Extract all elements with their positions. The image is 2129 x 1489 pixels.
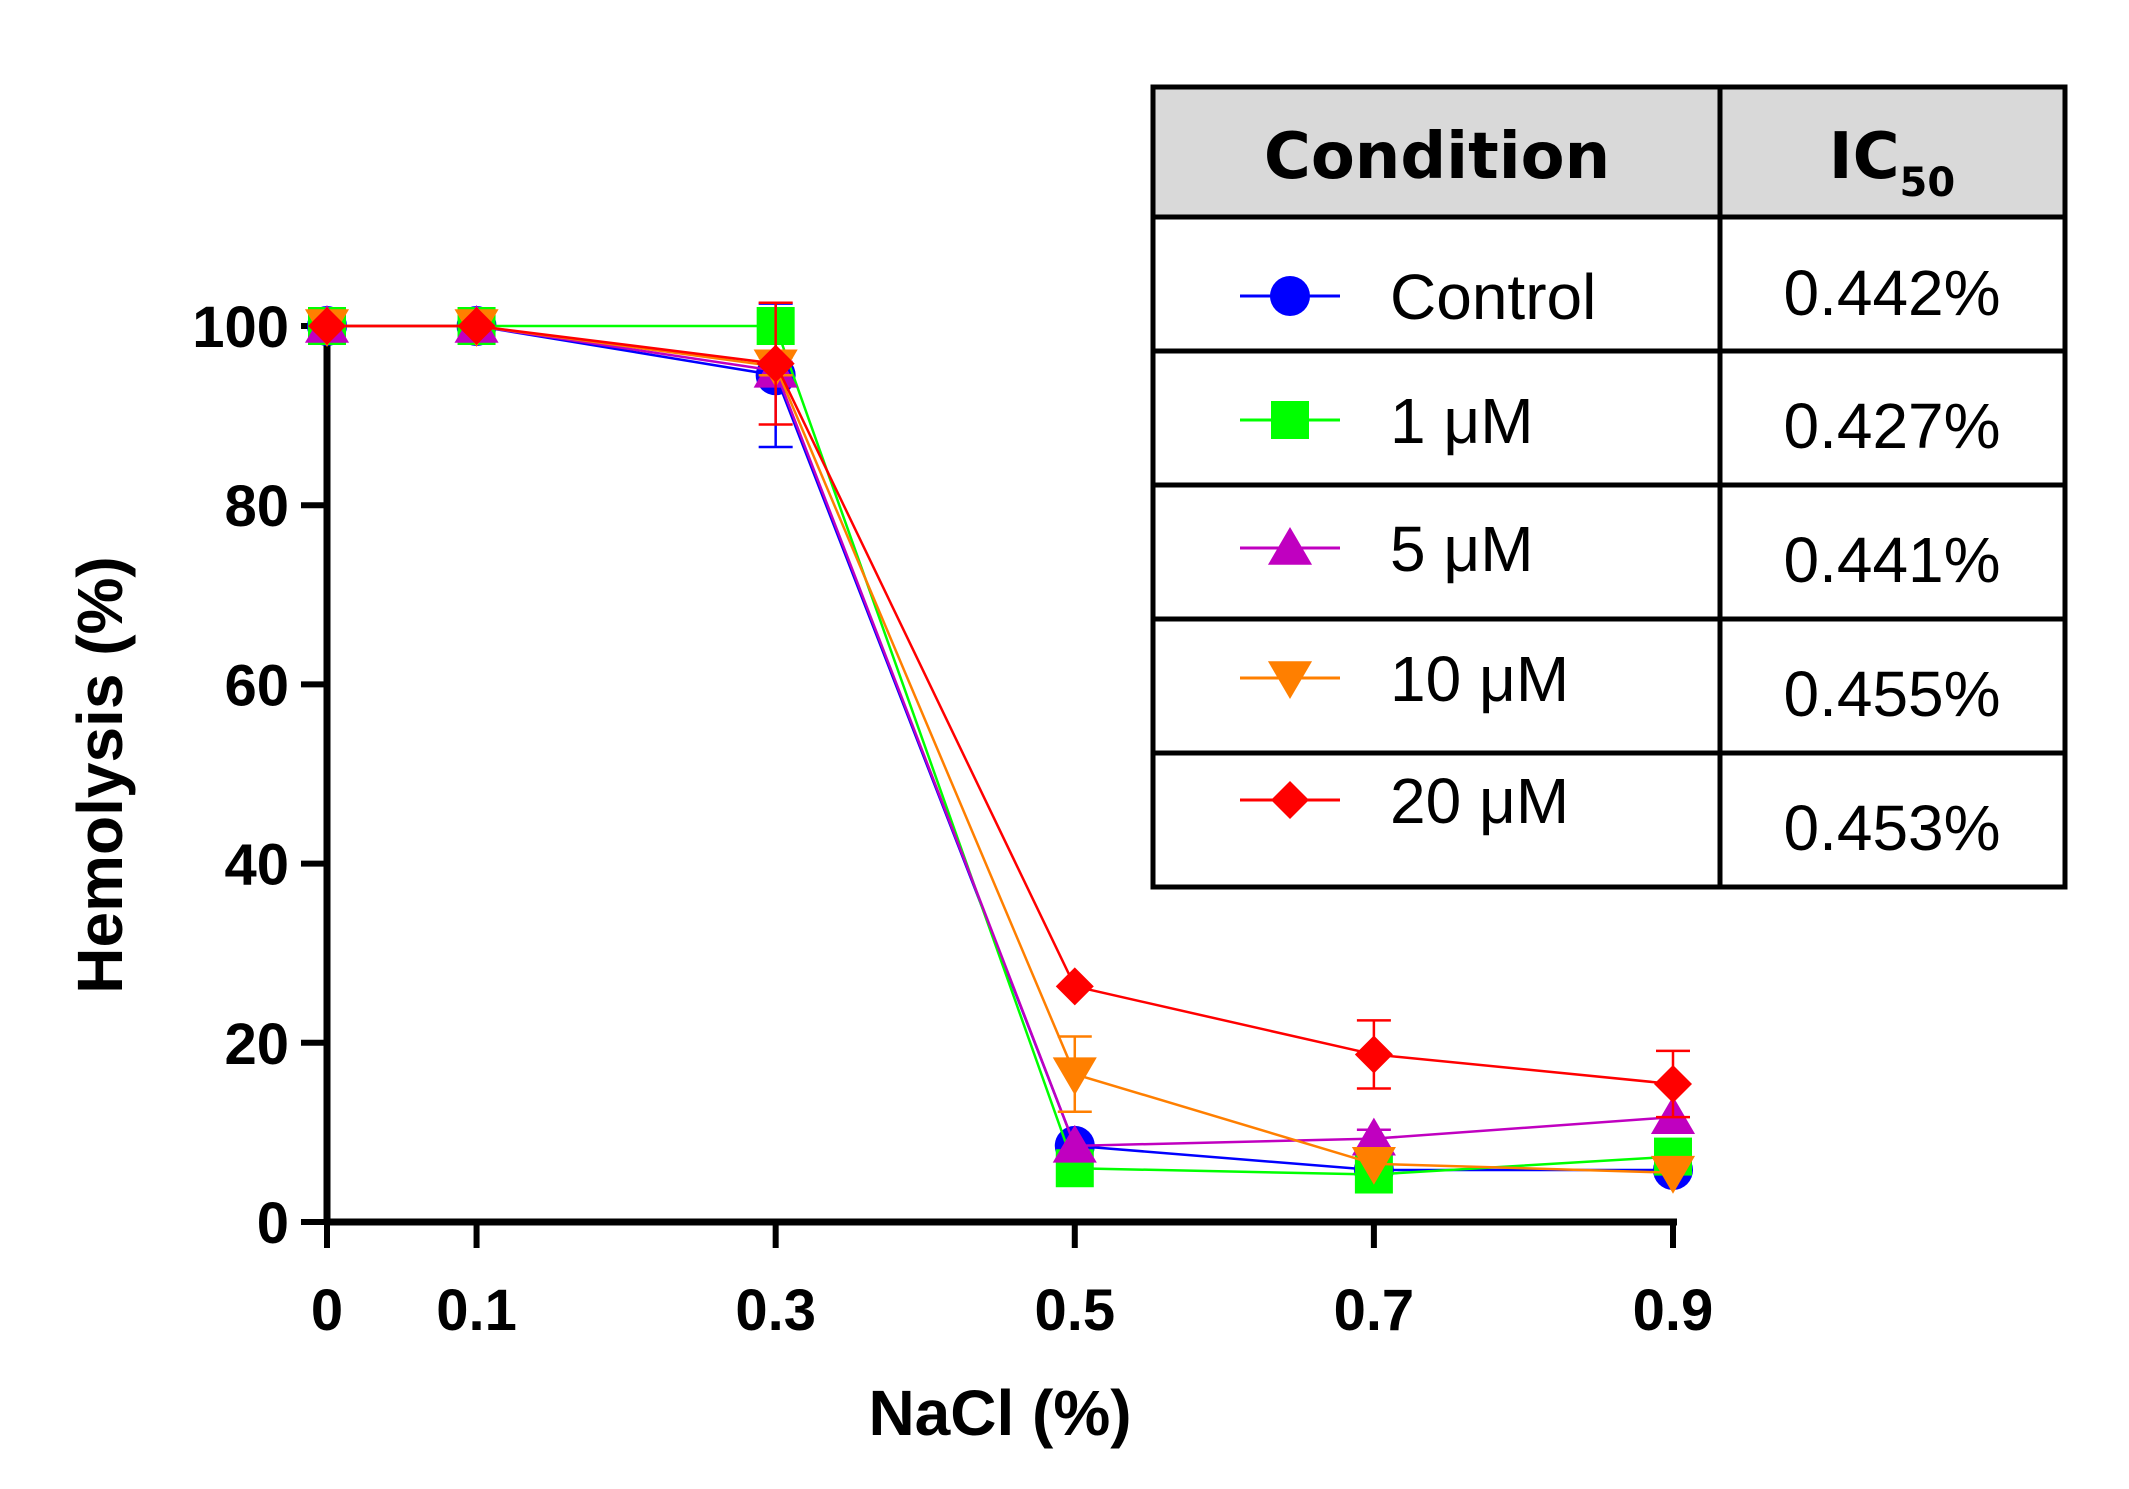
legend-ic50-value: 0.453% [1783,792,2000,864]
y-tick-label: 100 [192,295,289,360]
legend-ic50-value: 0.427% [1783,390,2000,462]
y-tick-label: 60 [224,653,289,718]
data-point [308,307,346,345]
data-point [1055,967,1094,1006]
x-tick-label: 0.3 [735,1278,816,1343]
series-20-m [308,301,1692,1119]
x-tick-label: 0.5 [1034,1278,1115,1343]
y-tick-label: 80 [224,474,289,539]
y-tick-label: 20 [224,1012,289,1077]
data-point [1654,1065,1692,1104]
data-point [1351,1146,1396,1185]
legend-row: 5 μM 0.441% [1240,513,2001,596]
table-header-ic-subscript: 50 [1900,160,1956,206]
data-point [1351,1117,1396,1156]
legend-marker [1271,781,1309,819]
legend-marker [1271,401,1309,439]
legend-condition-label: Control [1390,261,1596,333]
legend-condition-label: 1 μM [1390,385,1534,457]
data-point [1354,1035,1393,1074]
legend-condition-label: 5 μM [1390,513,1534,585]
legend-row: 20 μM 0.453% [1240,765,2001,864]
data-point [756,344,795,383]
legend-condition-label: 20 μM [1390,765,1569,837]
x-tick-label: 0.9 [1633,1278,1714,1343]
y-tick-label: 40 [224,833,289,898]
legend-marker [1270,276,1310,316]
data-point [1650,1155,1696,1194]
legend-ic50-value: 0.442% [1783,257,2000,329]
x-axis-title: NaCl (%) [868,1377,1131,1449]
table-header-background [1153,87,2065,217]
legend-row: Control 0.442% [1240,257,2001,333]
legend-marker [1267,527,1313,565]
legend-ic50-value: 0.455% [1783,658,2000,730]
legend-rows: Control 0.442% 1 μM 0.427% 5 μM 0.441% 10 μM 0.… [1240,257,2001,864]
legend-row: 10 μM 0.455% [1240,643,2001,730]
series-line [327,324,1674,1086]
table-header-ic50: IC50 [1829,120,1955,206]
data-point [1052,1057,1097,1096]
x-tick-label: 0 [311,1278,343,1343]
x-tick-label: 0.1 [436,1278,517,1343]
legend-row: 1 μM 0.427% [1240,385,2001,462]
legend-condition-label: 10 μM [1390,643,1569,715]
table-header-ic-text: IC [1829,120,1900,194]
y-axis-title: Hemolysis (%) [64,556,136,993]
legend-marker [1267,661,1313,699]
legend-ic50-value: 0.441% [1783,524,2000,596]
plot-area [304,301,1696,1194]
x-tick-label: 0.7 [1334,1278,1415,1343]
y-tick-label: 0 [257,1191,289,1256]
table-header-condition: Condition [1264,120,1610,194]
data-point [1052,1124,1097,1163]
legend-table: Condition IC50 Control 0.442% 1 μM 0.427% 5 … [1150,84,2068,890]
data-point [457,307,496,345]
